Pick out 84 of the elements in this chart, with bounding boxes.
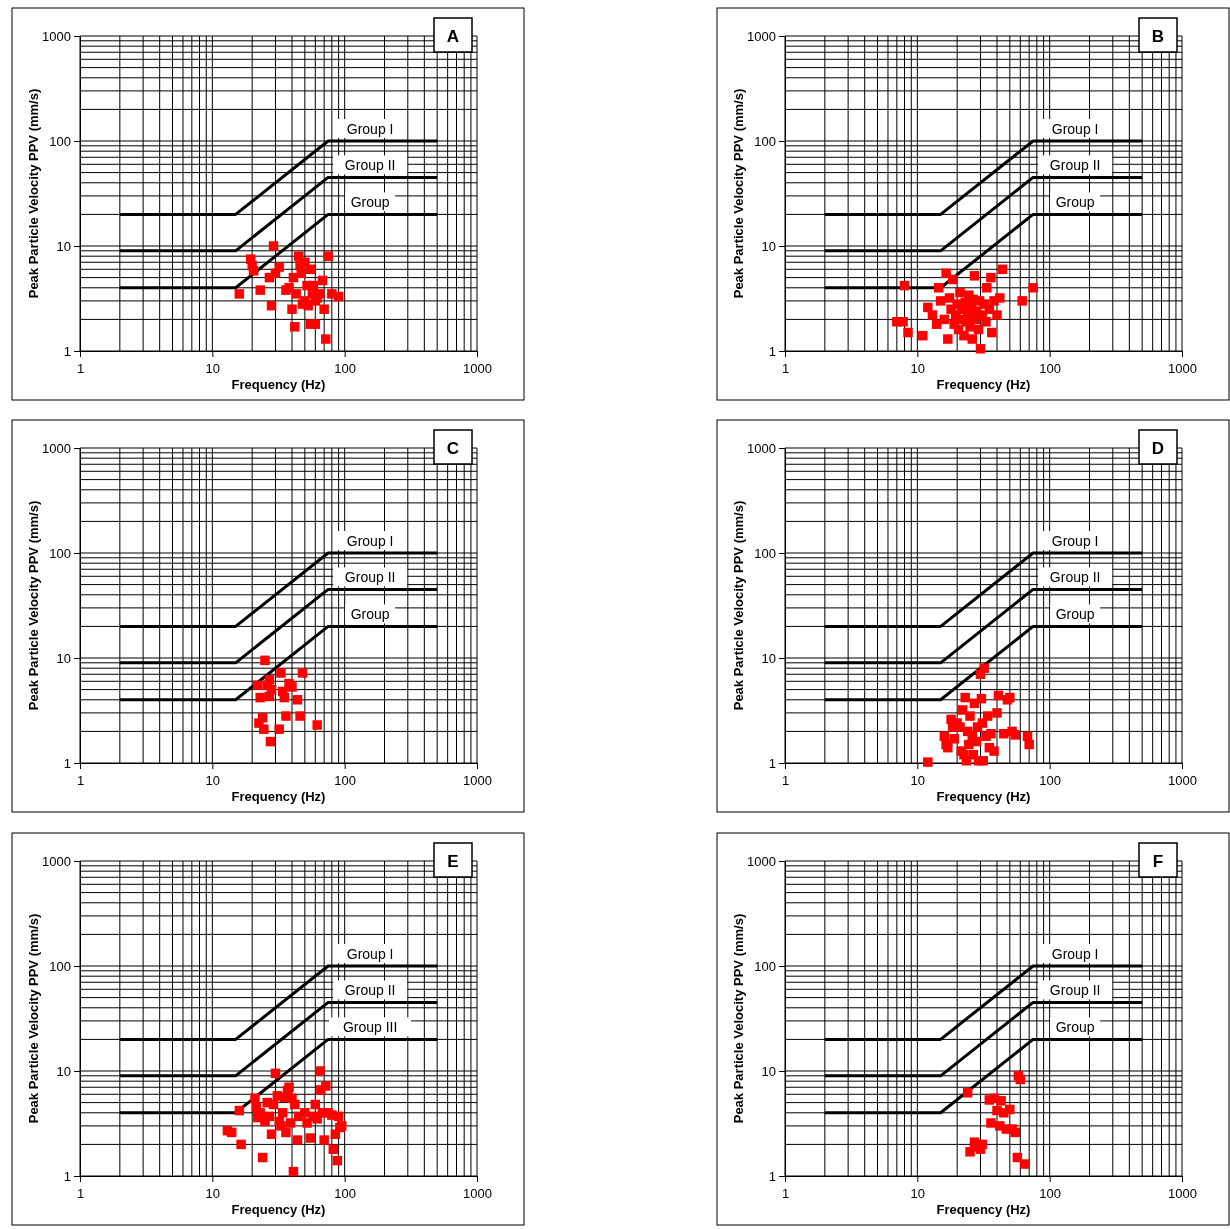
y-tick-label: 1000 [42, 28, 71, 44]
series-label: Group II [1049, 982, 1101, 999]
x-tick-label: 100 [1039, 361, 1062, 376]
series-label: Group [350, 194, 390, 211]
x-tick-label: 10 [205, 773, 221, 788]
series-label: Group I [346, 946, 394, 962]
y-tick-label: 1 [63, 755, 71, 771]
y-tick-label: 100 [754, 958, 776, 974]
y-tick-label: 1000 [42, 440, 71, 456]
y-tick-label: 1000 [747, 853, 776, 869]
series-label: Group II [344, 157, 396, 174]
x-tick-label: 1 [781, 773, 790, 788]
x-tick-label: 1 [76, 1186, 85, 1201]
x-tick-label: 1000 [1168, 361, 1197, 376]
x-tick-label: 1 [781, 1186, 790, 1201]
x-tick-label: 100 [334, 773, 357, 788]
x-axis-title: Frequency (Hz) [936, 377, 1031, 392]
x-axis-title: Frequency (Hz) [231, 1202, 326, 1217]
y-axis-title: Peak Particle Velocity PPV (mm/s) [731, 913, 746, 1124]
y-tick-label: 100 [49, 958, 71, 974]
annotation: B [1151, 27, 1165, 46]
series-label: Group II [1049, 569, 1101, 586]
x-axis-title: Frequency (Hz) [936, 789, 1031, 804]
annotation: D [1151, 439, 1165, 458]
x-tick-label: 10 [910, 773, 926, 788]
x-tick-label: 1000 [1168, 1186, 1197, 1201]
y-tick-label: 100 [49, 545, 71, 561]
annotation: F [1152, 852, 1164, 871]
x-tick-label: 1000 [463, 773, 492, 788]
x-tick-label: 100 [1039, 1186, 1062, 1201]
y-tick-label: 1 [768, 755, 776, 771]
series-label: Group III [342, 1019, 398, 1036]
series-label: Group [1055, 1019, 1095, 1036]
y-tick-label: 10 [56, 1063, 71, 1079]
y-tick-label: 10 [56, 650, 71, 666]
y-tick-label: 1 [63, 343, 71, 359]
x-tick-label: 1000 [1168, 773, 1197, 788]
y-tick-label: 1000 [42, 853, 71, 869]
series-label: Group I [346, 533, 394, 549]
y-tick-label: 1 [768, 343, 776, 359]
series-label: Group I [346, 121, 394, 137]
series-label: Group [350, 606, 390, 623]
y-axis-title: Peak Particle Velocity PPV (mm/s) [26, 500, 41, 711]
series-label: Group [1055, 194, 1095, 211]
series-label: Group I [1051, 121, 1099, 137]
y-tick-label: 10 [761, 650, 776, 666]
y-axis-title: Peak Particle Velocity PPV (mm/s) [26, 88, 41, 299]
series-label: Group II [1049, 157, 1101, 174]
x-tick-label: 1 [76, 361, 85, 376]
x-tick-label: 1000 [463, 361, 492, 376]
annotation: A [446, 27, 460, 46]
series-label: Group II [344, 982, 396, 999]
series-label: Group [1055, 606, 1095, 623]
x-tick-label: 1000 [463, 1186, 492, 1201]
y-tick-label: 1 [768, 1168, 776, 1184]
y-tick-label: 1000 [747, 28, 776, 44]
y-axis-title: Peak Particle Velocity PPV (mm/s) [731, 88, 746, 299]
y-tick-label: 1 [63, 1168, 71, 1184]
x-tick-label: 1 [76, 773, 85, 788]
y-axis-title: Peak Particle Velocity PPV (mm/s) [26, 913, 41, 1124]
x-tick-label: 10 [910, 1186, 926, 1201]
annotation: E [447, 852, 459, 871]
x-tick-label: 100 [1039, 773, 1062, 788]
y-tick-label: 10 [761, 238, 776, 254]
y-tick-label: 1000 [747, 440, 776, 456]
annotation: C [446, 439, 460, 458]
x-axis-title: Frequency (Hz) [231, 789, 326, 804]
x-tick-label: 1 [781, 361, 790, 376]
y-tick-label: 100 [754, 133, 776, 149]
x-tick-label: 100 [334, 1186, 357, 1201]
x-axis-title: Frequency (Hz) [231, 377, 326, 392]
y-tick-label: 10 [56, 238, 71, 254]
y-tick-label: 10 [761, 1063, 776, 1079]
x-tick-label: 10 [205, 1186, 221, 1201]
series-label: Group I [1051, 946, 1099, 962]
y-tick-label: 100 [754, 545, 776, 561]
series-label: Group I [1051, 533, 1099, 549]
series-label: Group II [344, 569, 396, 586]
x-tick-label: 10 [205, 361, 221, 376]
x-tick-label: 10 [910, 361, 926, 376]
y-axis-title: Peak Particle Velocity PPV (mm/s) [731, 500, 746, 711]
x-axis-title: Frequency (Hz) [936, 1202, 1031, 1217]
y-tick-label: 100 [49, 133, 71, 149]
x-tick-label: 100 [334, 361, 357, 376]
